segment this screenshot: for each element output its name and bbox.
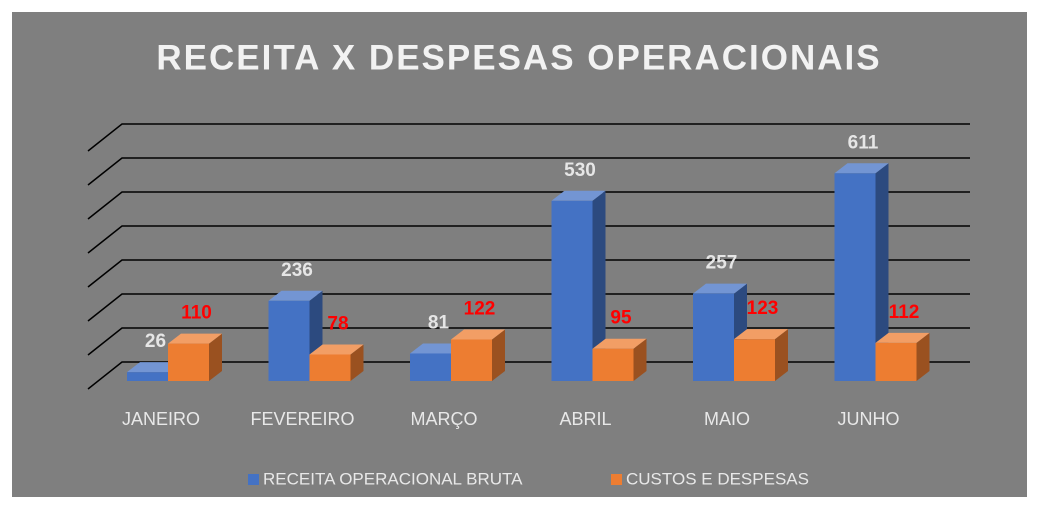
bar-side <box>633 338 647 381</box>
bar <box>309 344 364 381</box>
bar-front <box>268 300 310 381</box>
bar <box>168 333 222 381</box>
bar-front <box>127 372 168 381</box>
bar-top <box>875 332 930 343</box>
bar-top <box>309 344 364 355</box>
bar-front <box>834 173 876 381</box>
bar-top <box>268 290 323 301</box>
bar-top <box>410 343 464 354</box>
bar-front <box>734 339 775 381</box>
bar-front <box>168 343 209 381</box>
grid-line <box>87 327 970 356</box>
grid-line <box>87 225 970 254</box>
bar-top <box>551 190 606 201</box>
data-label: 123 <box>747 298 779 319</box>
bar <box>734 329 788 381</box>
bar <box>451 329 505 381</box>
legend-swatch <box>611 474 622 485</box>
x-tick-label: FEVEREIRO <box>250 409 354 429</box>
x-tick-label: MAIO <box>704 409 750 429</box>
bar-front <box>451 339 492 381</box>
grid-line <box>87 123 970 152</box>
data-label: 78 <box>327 313 348 334</box>
bar-side <box>775 329 788 381</box>
x-tick-label: JUNHO <box>838 409 900 429</box>
x-tick-label: ABRIL <box>559 409 611 429</box>
data-label: 122 <box>464 299 496 320</box>
bar <box>551 190 606 381</box>
bar-front <box>592 348 634 381</box>
bar <box>834 163 889 381</box>
bar <box>268 290 323 381</box>
grid-line <box>87 259 970 288</box>
data-label: 611 <box>848 132 879 153</box>
legend-label: RECEITA OPERACIONAL BRUTA <box>263 469 523 488</box>
bar-side <box>492 329 505 381</box>
legend-swatch <box>248 474 259 485</box>
bar-side <box>350 344 364 381</box>
bar-front <box>693 293 734 381</box>
data-label: 112 <box>889 302 920 323</box>
grid-line <box>87 293 970 322</box>
x-tick-label: JANEIRO <box>122 409 200 429</box>
data-label: 26 <box>145 331 166 352</box>
bar-front <box>551 200 593 381</box>
data-label: 110 <box>181 303 212 324</box>
bar-top <box>168 333 222 344</box>
bar-top <box>693 283 747 294</box>
x-tick-label: MARÇO <box>411 409 478 429</box>
data-label: 530 <box>564 160 596 181</box>
data-label: 257 <box>706 253 738 274</box>
grid-line <box>87 361 970 390</box>
chart-title: RECEITA X DESPESAS OPERACIONAIS <box>156 38 881 77</box>
grid-line <box>87 191 970 220</box>
bar-side <box>916 332 930 381</box>
bar-top <box>127 362 181 373</box>
bar-front <box>410 353 451 381</box>
bar-top <box>834 163 889 174</box>
bar <box>592 338 647 381</box>
bar-top <box>451 329 505 340</box>
grid-line <box>87 157 970 186</box>
bar-top <box>592 338 647 349</box>
bar-front <box>309 354 351 381</box>
bar-side <box>209 333 222 381</box>
legend-label: CUSTOS E DESPESAS <box>626 469 809 488</box>
bar <box>875 332 930 381</box>
bar-top <box>734 329 788 340</box>
bar-side <box>875 163 889 381</box>
bar-front <box>875 342 917 381</box>
data-label: 81 <box>428 312 450 333</box>
data-label: 95 <box>610 308 632 329</box>
bar-side <box>592 190 606 381</box>
data-label: 236 <box>281 260 313 281</box>
